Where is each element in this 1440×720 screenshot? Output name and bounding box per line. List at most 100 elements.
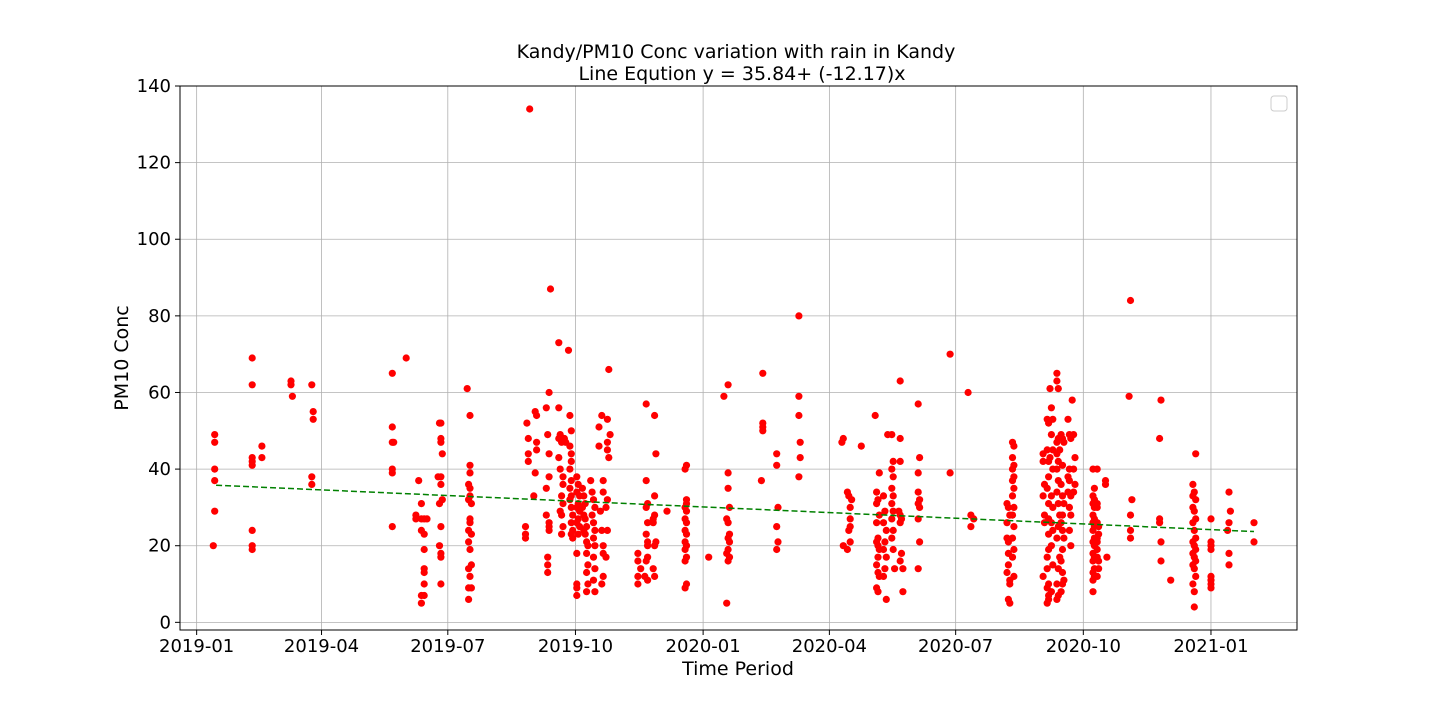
data-point — [591, 565, 599, 573]
x-tick-label: 2019-01 — [159, 636, 234, 657]
data-point — [1008, 511, 1017, 519]
data-point — [556, 465, 564, 473]
trend-line — [216, 484, 1255, 533]
data-point — [1010, 503, 1018, 511]
data-point — [555, 339, 563, 347]
data-point — [896, 557, 904, 565]
x-tick-label: 2020-10 — [1046, 636, 1121, 657]
data-point — [644, 542, 652, 550]
data-point — [773, 461, 781, 469]
data-point — [584, 561, 592, 569]
data-point — [466, 461, 474, 469]
data-point — [1190, 588, 1198, 596]
data-point — [634, 572, 642, 581]
data-point — [875, 511, 883, 519]
data-point — [642, 557, 650, 565]
data-point — [417, 500, 425, 508]
data-point — [559, 523, 567, 531]
data-point — [1250, 538, 1258, 546]
data-point — [573, 549, 581, 558]
data-point — [1192, 496, 1200, 504]
data-point — [1058, 568, 1067, 577]
data-point — [914, 400, 922, 408]
data-point — [1058, 545, 1067, 554]
data-point — [1093, 465, 1101, 473]
data-point — [1053, 438, 1061, 446]
data-point — [724, 484, 732, 492]
data-point — [1054, 500, 1062, 508]
data-point — [796, 438, 804, 446]
data-point — [1095, 557, 1103, 565]
data-point — [591, 503, 599, 511]
data-point — [946, 350, 954, 358]
data-point — [583, 549, 591, 558]
data-point — [542, 484, 550, 492]
data-point — [412, 515, 420, 523]
data-point — [420, 545, 428, 554]
data-point — [889, 545, 897, 554]
data-point — [1093, 545, 1101, 554]
data-point — [598, 526, 606, 535]
data-point — [1039, 492, 1047, 500]
x-axis-label: Time Period — [681, 658, 794, 680]
data-point — [589, 576, 598, 584]
data-point — [1157, 557, 1165, 565]
data-point — [1065, 477, 1073, 485]
data-point — [1004, 503, 1013, 511]
data-point — [258, 454, 266, 462]
data-point — [603, 438, 612, 446]
data-point — [435, 542, 444, 550]
data-point — [916, 454, 924, 462]
data-point — [437, 438, 445, 446]
data-point — [873, 488, 881, 496]
data-point — [634, 580, 642, 588]
data-point — [839, 434, 847, 443]
data-point — [649, 519, 657, 527]
data-point — [725, 538, 734, 546]
data-point — [308, 473, 316, 481]
chart-title: Kandy/PM10 Conc variation with rain in K… — [517, 41, 956, 63]
data-point — [567, 519, 575, 527]
data-point — [1125, 392, 1133, 400]
data-point — [523, 419, 531, 427]
data-point — [1060, 534, 1068, 542]
data-point — [309, 408, 317, 416]
data-point — [1190, 526, 1198, 535]
data-point — [724, 519, 732, 527]
data-point — [531, 469, 539, 477]
data-point — [1101, 480, 1110, 488]
data-point — [914, 565, 922, 573]
data-point — [795, 411, 803, 420]
data-point — [896, 519, 904, 527]
data-point — [209, 542, 217, 550]
data-point — [1047, 404, 1055, 412]
data-point — [211, 507, 219, 515]
data-point — [1053, 580, 1061, 588]
data-point — [1058, 526, 1067, 535]
data-point — [1049, 561, 1057, 569]
data-point — [1053, 488, 1061, 496]
data-point — [1058, 511, 1067, 519]
data-point — [402, 354, 410, 362]
data-point — [846, 538, 854, 546]
data-point — [1225, 488, 1233, 496]
data-point — [544, 553, 552, 561]
data-point — [759, 369, 767, 377]
data-point — [642, 530, 650, 538]
data-point — [438, 450, 446, 458]
data-point — [649, 565, 657, 573]
data-point — [1057, 588, 1065, 596]
data-point — [420, 580, 428, 588]
data-point — [916, 503, 924, 511]
y-axis-label: PM10 Conc — [111, 305, 133, 410]
data-point — [1128, 496, 1136, 504]
data-point — [875, 469, 883, 477]
data-point — [1071, 454, 1079, 462]
data-point — [1067, 542, 1075, 550]
data-point — [1047, 588, 1055, 596]
data-point — [1089, 588, 1097, 596]
data-point — [248, 354, 256, 362]
data-point — [466, 545, 474, 554]
data-point — [773, 545, 781, 554]
data-point — [566, 496, 574, 504]
